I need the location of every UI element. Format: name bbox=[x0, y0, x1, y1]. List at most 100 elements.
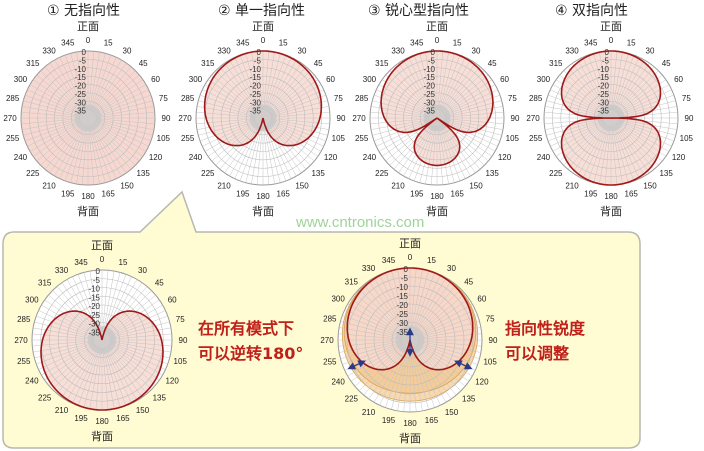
front-label: 正面 bbox=[600, 20, 622, 33]
pattern-line bbox=[380, 50, 494, 167]
grid-spoke bbox=[105, 276, 132, 333]
grid-spoke bbox=[437, 51, 444, 110]
grid-spoke bbox=[370, 119, 429, 130]
grid-spoke bbox=[21, 118, 80, 125]
ring-label: -5 bbox=[428, 56, 436, 65]
grid-spoke bbox=[268, 124, 307, 170]
angle-label: 315 bbox=[375, 59, 389, 68]
angle-label: 120 bbox=[324, 153, 338, 162]
grid-spoke bbox=[92, 62, 127, 112]
grid-spoke bbox=[49, 62, 84, 112]
grid-spoke bbox=[109, 304, 163, 336]
grid-spoke bbox=[104, 348, 121, 408]
back-label: 背面 bbox=[91, 430, 113, 443]
angle-label: 45 bbox=[662, 59, 671, 68]
angle-label: 270 bbox=[352, 114, 366, 123]
back-label: 背面 bbox=[399, 432, 421, 445]
angle-label: 0 bbox=[86, 36, 91, 45]
grid-spoke bbox=[202, 89, 256, 115]
grid-spoke bbox=[89, 51, 100, 110]
grid-spoke bbox=[77, 348, 100, 406]
grid-spoke bbox=[234, 125, 260, 179]
angle-label: 285 bbox=[6, 94, 20, 103]
angle-label: 180 bbox=[430, 192, 444, 201]
angle-label: 60 bbox=[477, 295, 486, 304]
grid-spoke bbox=[94, 79, 144, 114]
grid-spoke bbox=[445, 111, 504, 118]
grid-spoke bbox=[21, 119, 80, 130]
ring-label: -5 bbox=[79, 56, 87, 65]
angle-label: 180 bbox=[403, 419, 417, 428]
angle-label: 60 bbox=[500, 75, 509, 84]
grid-spoke bbox=[32, 122, 82, 157]
grid-spoke bbox=[413, 54, 435, 111]
grid-spoke bbox=[108, 294, 156, 335]
angle-label: 240 bbox=[25, 377, 39, 386]
grid-spoke bbox=[109, 344, 160, 381]
angle-label: 120 bbox=[498, 153, 512, 162]
grid-spoke bbox=[27, 89, 81, 115]
angle-label: 240 bbox=[14, 153, 28, 162]
grid-spoke bbox=[106, 282, 143, 333]
grid-spoke bbox=[347, 344, 403, 377]
angle-label: 345 bbox=[236, 39, 250, 48]
grid-spoke bbox=[370, 118, 429, 125]
angle-label: 180 bbox=[256, 192, 270, 201]
angle-label: 60 bbox=[151, 75, 160, 84]
grid-spoke bbox=[224, 62, 259, 112]
grid-spoke bbox=[544, 111, 603, 118]
grid-spoke bbox=[418, 342, 480, 359]
ring-label: 0 bbox=[605, 48, 610, 57]
angle-label: 45 bbox=[155, 279, 164, 288]
grid-spoke bbox=[44, 124, 83, 170]
angle-label: 75 bbox=[334, 94, 343, 103]
grid-spoke bbox=[340, 321, 402, 338]
angle-label: 120 bbox=[165, 377, 179, 386]
polar-plot-cardioid-adjustable: 0-5-10-15-20-25-30-350 153045607590105120… bbox=[320, 253, 498, 428]
angle-label: 315 bbox=[201, 59, 215, 68]
grid-spoke bbox=[29, 121, 81, 152]
grid-spoke bbox=[443, 79, 493, 114]
grid-spoke bbox=[93, 123, 136, 166]
grid-spoke bbox=[376, 121, 430, 147]
grid-spoke bbox=[415, 346, 457, 396]
angle-label: 240 bbox=[331, 378, 345, 387]
grid-spoke bbox=[207, 79, 257, 114]
grid-spoke bbox=[264, 126, 275, 185]
grid-spoke bbox=[271, 106, 330, 117]
grid-spoke bbox=[440, 125, 466, 179]
plot-center bbox=[74, 104, 102, 132]
front-label: 正面 bbox=[77, 20, 99, 33]
back-label: 背面 bbox=[77, 205, 99, 218]
grid-spoke bbox=[577, 125, 608, 177]
grid-spoke bbox=[393, 66, 432, 112]
grid-spoke bbox=[354, 345, 404, 387]
grid-spoke bbox=[587, 54, 609, 111]
ring-label: -10 bbox=[88, 285, 100, 294]
grid-spoke bbox=[445, 118, 504, 125]
angle-label: 330 bbox=[55, 266, 69, 275]
grid-spoke bbox=[617, 79, 667, 114]
grid-spoke bbox=[612, 51, 623, 110]
grid-spoke bbox=[563, 70, 606, 113]
angle-label: 30 bbox=[472, 46, 481, 55]
grid-spoke bbox=[389, 70, 432, 113]
grid-spoke bbox=[196, 106, 255, 117]
grid-spoke bbox=[376, 89, 430, 115]
grid-spoke bbox=[196, 111, 255, 118]
grid-spoke bbox=[95, 89, 149, 115]
grid-spoke bbox=[61, 347, 98, 398]
angle-label: 165 bbox=[277, 189, 291, 198]
grid-spoke bbox=[544, 106, 603, 117]
angle-label: 285 bbox=[323, 315, 337, 324]
angle-label: 135 bbox=[462, 395, 476, 404]
angle-label: 0 bbox=[261, 36, 266, 45]
front-label: 正面 bbox=[252, 20, 274, 33]
grid-spoke bbox=[52, 290, 96, 334]
angle-label: 255 bbox=[355, 134, 369, 143]
angle-label: 45 bbox=[314, 59, 323, 68]
grid-spoke bbox=[442, 66, 481, 112]
angle-label: 150 bbox=[120, 182, 134, 191]
polar-plot-supercardioid: 0-5-10-15-20-25-30-350 153045607590105120… bbox=[352, 36, 520, 201]
grid-spoke bbox=[445, 119, 504, 130]
